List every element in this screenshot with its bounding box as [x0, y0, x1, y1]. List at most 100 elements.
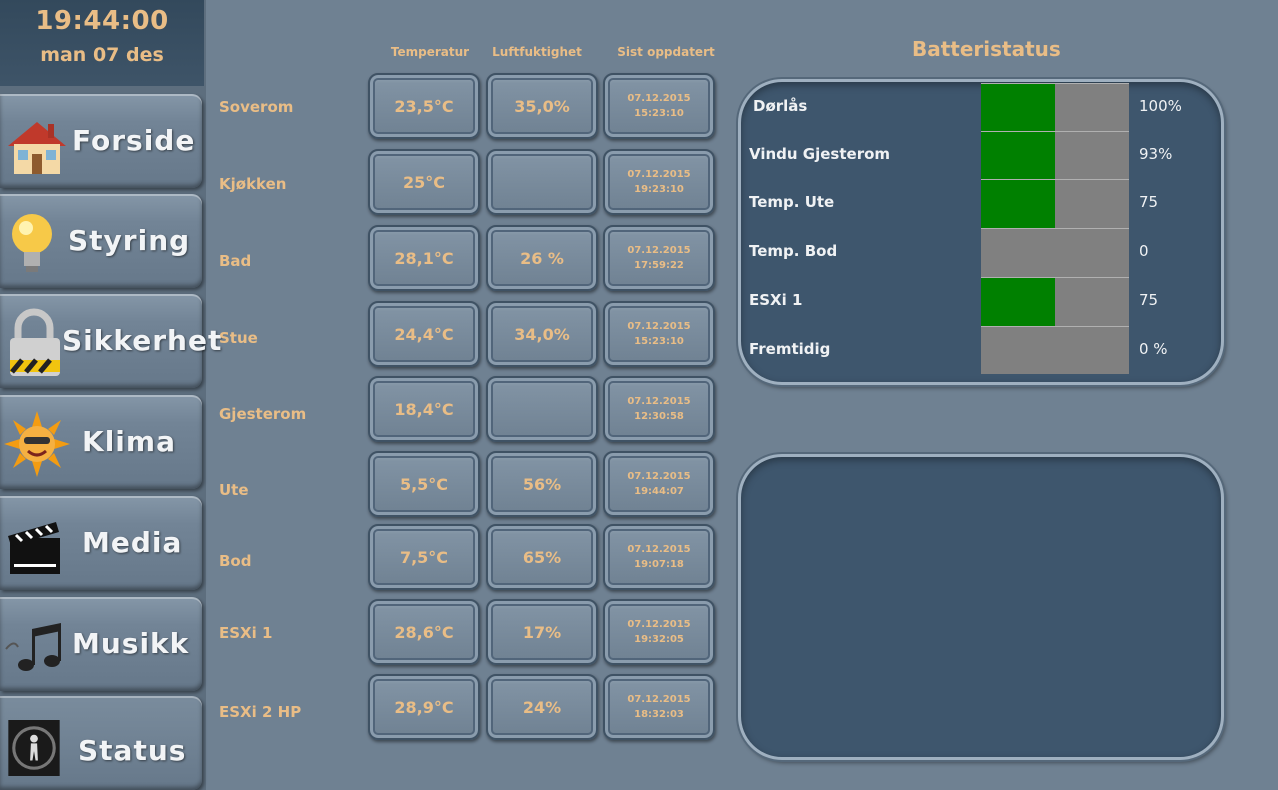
- col-header-humidity: Luftfuktighet: [492, 45, 582, 59]
- battery-bar-fill: [981, 84, 1055, 132]
- updated-time: 19:23:10: [634, 184, 684, 195]
- battery-bar: [981, 83, 1129, 132]
- updated-cell[interactable]: 07.12.2015 19:23:10: [603, 149, 715, 215]
- nav-sikkerhet-button[interactable]: Sikkerhet: [0, 294, 221, 388]
- updated-date: 07.12.2015: [627, 619, 691, 630]
- updated-cell[interactable]: 07.12.2015 17:59:22: [603, 225, 715, 291]
- battery-value: 100%: [1139, 97, 1182, 115]
- clock-panel: 19:44:00 man 07 des: [0, 0, 204, 86]
- col-header-updated: Sist oppdatert: [617, 45, 715, 59]
- clapperboard-icon: [8, 522, 60, 574]
- updated-date: 07.12.2015: [627, 471, 691, 482]
- battery-value: 0 %: [1139, 340, 1168, 358]
- updated-time: 17:59:22: [634, 260, 684, 271]
- updated-date: 07.12.2015: [627, 694, 691, 705]
- updated-cell[interactable]: 07.12.2015 18:32:03: [603, 674, 715, 740]
- temp-cell[interactable]: 18,4°C: [368, 376, 480, 442]
- lightbulb-icon: [12, 214, 52, 272]
- battery-value: 75: [1139, 291, 1159, 309]
- updated-time: 19:44:07: [634, 486, 684, 497]
- temp-cell[interactable]: 28,6°C: [368, 599, 480, 665]
- nav-styring-button[interactable]: Styring: [0, 194, 202, 288]
- nav-sikkerhet-label: Sikkerhet: [62, 324, 223, 357]
- room-label: Ute: [219, 481, 249, 499]
- humidity-cell[interactable]: 24%: [486, 674, 598, 740]
- humidity-cell[interactable]: [486, 376, 598, 442]
- col-header-temperature: Temperatur: [390, 45, 470, 59]
- battery-bar: [981, 179, 1129, 228]
- music-notes-icon: [5, 623, 61, 671]
- battery-bar-fill: [981, 278, 1055, 326]
- battery-title: Batteristatus: [912, 37, 1061, 61]
- house-icon: [8, 122, 66, 174]
- nav-status-button[interactable]: Status: [0, 696, 202, 790]
- updated-cell[interactable]: 07.12.2015 15:23:10: [603, 73, 715, 139]
- sun-icon: [4, 411, 70, 477]
- temp-cell[interactable]: 7,5°C: [368, 524, 480, 590]
- updated-date: 07.12.2015: [627, 169, 691, 180]
- room-label: Stue: [219, 329, 258, 347]
- humidity-cell[interactable]: 34,0%: [486, 301, 598, 367]
- updated-cell[interactable]: 07.12.2015 15:23:10: [603, 301, 715, 367]
- room-label: ESXi 1: [219, 624, 273, 642]
- battery-value: 75: [1139, 193, 1159, 211]
- room-label: Bod: [219, 552, 252, 570]
- nav-media-label: Media: [82, 526, 183, 559]
- humidity-cell[interactable]: 26 %: [486, 225, 598, 291]
- nav-styring-label: Styring: [68, 224, 191, 257]
- battery-bar: [981, 131, 1129, 180]
- room-label: Kjøkken: [219, 175, 287, 193]
- updated-date: 07.12.2015: [627, 245, 691, 256]
- temp-cell[interactable]: 25°C: [368, 149, 480, 215]
- battery-device-name: Dørlås: [753, 97, 808, 115]
- humidity-cell[interactable]: 35,0%: [486, 73, 598, 139]
- updated-date: 07.12.2015: [627, 396, 691, 407]
- battery-device-name: Temp. Ute: [749, 193, 835, 211]
- humidity-cell[interactable]: [486, 149, 598, 215]
- nav-klima-label: Klima: [82, 425, 176, 458]
- padlock-icon: [10, 308, 60, 376]
- room-label: Gjesterom: [219, 405, 307, 423]
- updated-time: 15:23:10: [634, 336, 684, 347]
- battery-bar: [981, 228, 1129, 277]
- nav-media-button[interactable]: Media: [0, 496, 202, 590]
- updated-time: 19:07:18: [634, 559, 684, 570]
- battery-device-name: ESXi 1: [749, 291, 803, 309]
- silhouette-icon: [8, 720, 60, 776]
- temp-cell[interactable]: 23,5°C: [368, 73, 480, 139]
- nav-forside-button[interactable]: Forside: [0, 94, 202, 188]
- updated-date: 07.12.2015: [627, 321, 691, 332]
- updated-cell[interactable]: 07.12.2015 19:32:05: [603, 599, 715, 665]
- clock-time: 19:44:00: [35, 6, 169, 36]
- battery-bar: [981, 277, 1129, 326]
- updated-cell[interactable]: 07.12.2015 19:07:18: [603, 524, 715, 590]
- temp-cell[interactable]: 5,5°C: [368, 451, 480, 517]
- nav-musikk-button[interactable]: Musikk: [0, 597, 202, 691]
- battery-device-name: Temp. Bod: [749, 242, 838, 260]
- nav-musikk-label: Musikk: [72, 627, 190, 660]
- updated-cell[interactable]: 07.12.2015 12:30:58: [603, 376, 715, 442]
- temp-cell[interactable]: 28,9°C: [368, 674, 480, 740]
- battery-device-name: Fremtidig: [749, 340, 831, 358]
- info-panel: [738, 454, 1224, 760]
- updated-cell[interactable]: 07.12.2015 19:44:07: [603, 451, 715, 517]
- updated-time: 12:30:58: [634, 411, 684, 422]
- temp-cell[interactable]: 24,4°C: [368, 301, 480, 367]
- battery-bar: [981, 326, 1129, 374]
- updated-date: 07.12.2015: [627, 544, 691, 555]
- humidity-cell[interactable]: 56%: [486, 451, 598, 517]
- updated-date: 07.12.2015: [627, 93, 691, 104]
- humidity-cell[interactable]: 65%: [486, 524, 598, 590]
- room-label: Soverom: [219, 98, 294, 116]
- nav-klima-button[interactable]: Klima: [0, 395, 202, 489]
- nav-status-label: Status: [78, 734, 187, 767]
- battery-value: 93%: [1139, 145, 1173, 163]
- battery-device-name: Vindu Gjesterom: [749, 145, 891, 163]
- nav-forside-label: Forside: [72, 124, 196, 157]
- humidity-cell[interactable]: 17%: [486, 599, 598, 665]
- clock-date: man 07 des: [40, 44, 164, 66]
- temp-cell[interactable]: 28,1°C: [368, 225, 480, 291]
- updated-time: 19:32:05: [634, 634, 684, 645]
- room-label: ESXi 2 HP: [219, 703, 302, 721]
- battery-bar-fill: [981, 180, 1055, 228]
